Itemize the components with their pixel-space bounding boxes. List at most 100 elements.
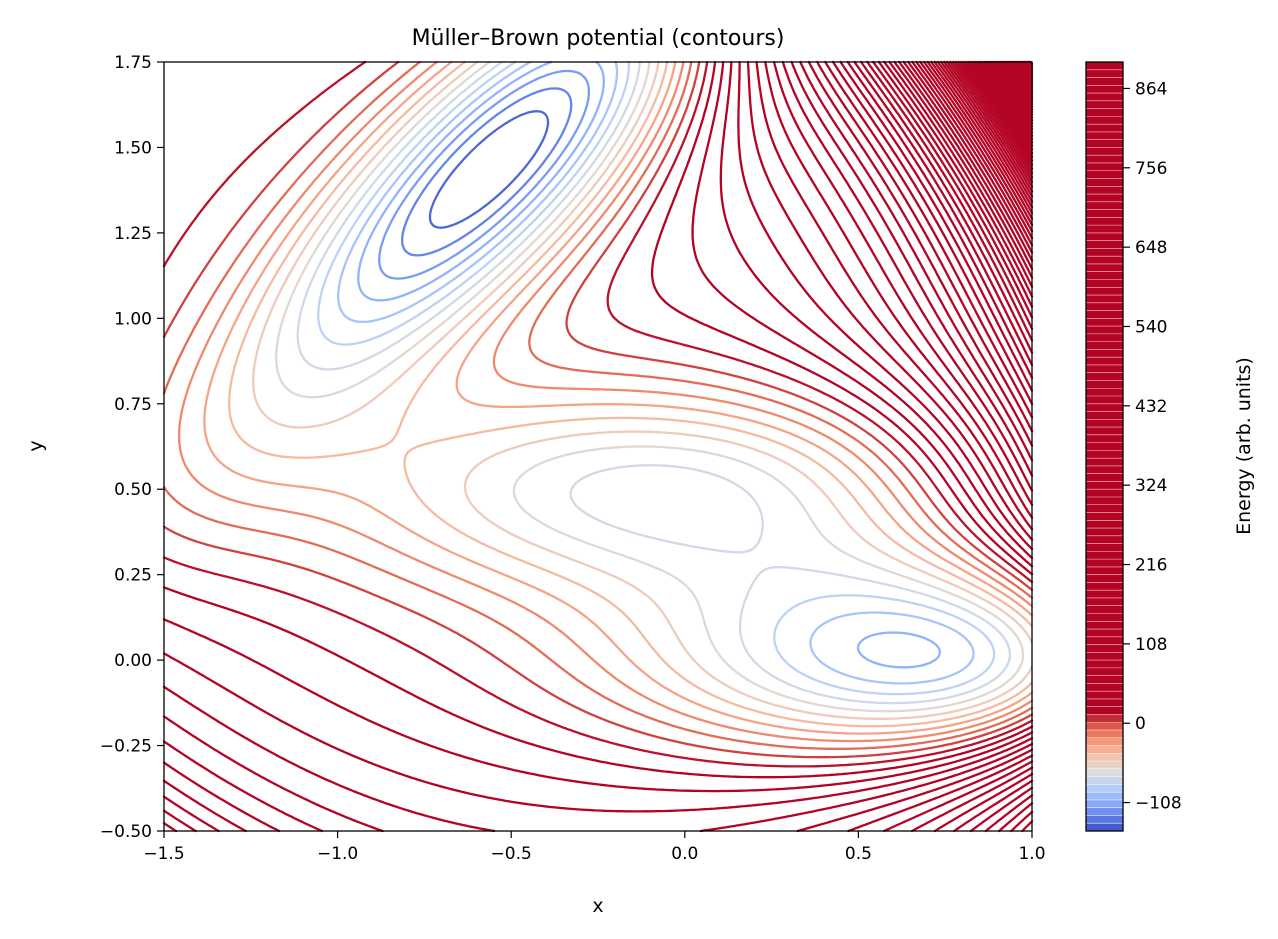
colorbar-band [1086,698,1123,708]
colorbar-band [1086,675,1123,684]
contour-level-17 [162,60,1034,793]
colorbar-band [1086,155,1123,164]
y-tick-label: 0.25 [114,566,152,586]
contour-level-74 [992,60,1034,119]
contour-level-18 [162,60,1034,813]
colorbar-band [1086,621,1123,630]
contour-level-57 [954,60,1034,179]
colorbar-band [1086,147,1123,156]
colorbar-ticks: −108 0 108 216 324 432 540 648 756 864 [1123,79,1182,814]
contour-level-9 [252,60,1034,720]
colorbar-band [1086,465,1123,475]
x-axis-label: x [592,895,603,917]
x-tick-label: −1.0 [317,844,358,864]
colorbar-band [1086,613,1123,622]
x-axis: −1.5 −1.0 −0.5 0.0 0.5 1.0 [143,831,1046,864]
colorbar-band [1086,232,1123,242]
contour-level-63 [969,60,1034,155]
colorbar-band [1086,761,1123,770]
contour-level-50 [933,60,1034,214]
colorbar-band [1086,730,1123,739]
colorbar-band [1086,256,1123,265]
colorbar-band [1086,722,1123,731]
colorbar-band [1086,100,1123,110]
contour-lines [162,60,1034,833]
colorbar-band [1086,62,1123,71]
contour-level-41 [898,60,1034,279]
contour-level-45 [915,60,1034,247]
colorbar-band [1086,217,1123,226]
colorbar-tick-label: 0 [1135,714,1146,734]
colorbar-band [1086,660,1123,669]
contour-level-19 [162,60,1034,833]
colorbar-band [1086,69,1123,79]
x-tick-label: 0.5 [845,844,872,864]
colorbar-band [1086,194,1123,203]
colorbar-band [1086,349,1123,358]
y-axis: −0.50 −0.25 0.00 0.25 0.50 0.75 1.00 1.25 1.50 1.… [100,53,164,842]
contour-level-73 [990,60,1034,122]
colorbar-band [1086,372,1123,381]
colorbar-band [1086,792,1123,801]
colorbar-band [1086,364,1123,374]
colorbar-band [1086,667,1123,677]
contour-level-16 [162,60,1034,779]
colorbar-band [1086,652,1123,661]
contour-level-3 [378,69,591,280]
contour-level-30 [831,60,1034,833]
colorbar-band [1086,636,1123,646]
contour-level-15 [162,60,1034,768]
colorbar-tick-label: 108 [1135,635,1167,655]
x-tick-label: −0.5 [491,844,532,864]
colorbar-band [1086,559,1123,568]
colorbar-band [1086,714,1123,723]
colorbar-band [1086,706,1123,715]
colorbar-band [1086,481,1123,490]
contour-level-42 [902,60,1034,270]
contour-level-71 [987,60,1034,128]
contour-level-27 [807,60,1034,833]
colorbar-band [1086,295,1123,304]
colorbar-band [1086,279,1123,288]
colorbar-band [1086,450,1123,459]
contour-level-11 [203,60,1034,735]
colorbar-tick-label: 324 [1135,476,1167,496]
colorbar-band [1086,139,1123,148]
colorbar-band [1086,318,1123,327]
colorbar-band [1086,302,1123,312]
colorbar-band [1086,799,1123,809]
colorbar-band [1086,442,1123,451]
colorbar [1086,62,1123,832]
colorbar-band [1086,458,1123,467]
colorbar-band [1086,473,1123,482]
colorbar-band [1086,504,1123,514]
colorbar-band [1086,271,1123,280]
colorbar-frame [1085,61,1124,832]
colorbar-band [1086,551,1123,560]
colorbar-band [1086,543,1123,552]
colorbar-tick-label: 756 [1135,159,1167,179]
contour-level-22 [162,60,1034,833]
colorbar-band [1086,597,1123,607]
contour-level-6 [317,60,996,696]
colorbar-band [1086,566,1123,576]
colorbar-tick-label: 432 [1135,397,1167,417]
contour-level-23 [162,60,1034,833]
contour-level-8 [275,60,1025,713]
colorbar-band [1086,753,1123,762]
contour-level-72 [989,60,1034,125]
colorbar-band [1086,512,1123,521]
contour-level-69 [983,60,1034,134]
colorbar-band [1086,170,1123,180]
y-tick-label: 0.00 [114,651,152,671]
colorbar-band [1086,263,1123,273]
y-tick-label: 0.75 [114,395,152,415]
y-tick-label: 1.25 [114,224,152,244]
colorbar-band [1086,124,1123,133]
contour-level-26 [162,60,1034,833]
x-tick-label: 1.0 [1018,844,1045,864]
colorbar-band [1086,528,1123,537]
colorbar-band [1086,768,1123,778]
colorbar-band [1086,225,1123,234]
y-tick-label: 1.50 [114,138,152,158]
